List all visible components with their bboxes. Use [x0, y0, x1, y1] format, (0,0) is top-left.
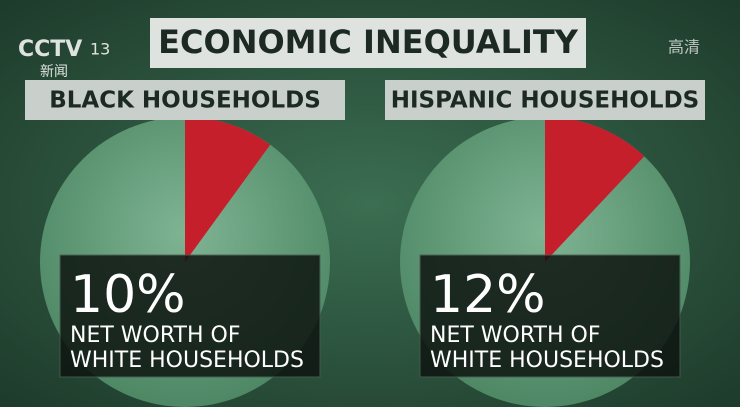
subtitle-line: WHITE HOUSEHOLDS [70, 348, 304, 373]
label-box [25, 80, 345, 120]
channel-number: 13 [90, 40, 110, 59]
value-label: 10% [70, 265, 186, 325]
pie-slice [545, 117, 645, 262]
info-box [419, 254, 681, 378]
channel-label: 新闻 [40, 64, 68, 80]
label-box [385, 80, 705, 120]
value-label: 12% [430, 265, 546, 325]
pie-slice [185, 117, 271, 262]
subtitle-line: NET WORTH OF [430, 323, 601, 348]
subtitle-line: WHITE HOUSEHOLDS [430, 348, 664, 373]
subtitle-line: NET WORTH OF [70, 323, 241, 348]
quality-badge: 高清 [668, 38, 700, 57]
chart-title: BLACK HOUSEHOLDS [49, 88, 321, 114]
info-box [59, 254, 321, 378]
title-banner [150, 18, 586, 68]
chart-title: HISPANIC HOUSEHOLDS [391, 88, 699, 114]
title: ECONOMIC INEQUALITY [158, 23, 579, 61]
channel-logo: CCTV [18, 37, 82, 62]
